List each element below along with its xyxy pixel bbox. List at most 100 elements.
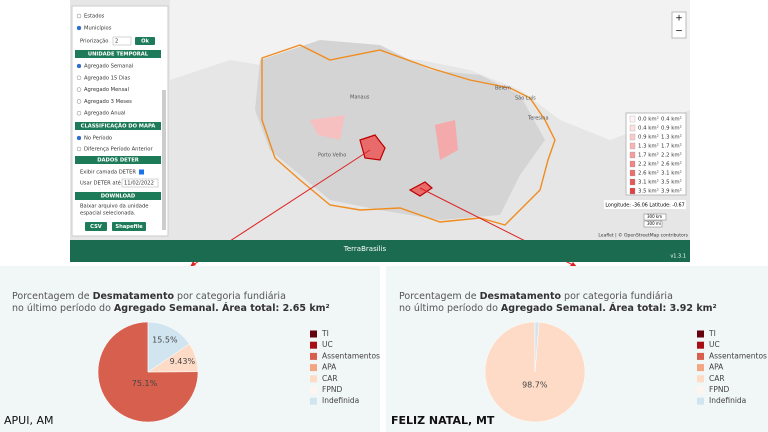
legend-label: 1.7 km²	[638, 152, 659, 159]
legend-label: 0.4 km²	[661, 116, 682, 123]
legend-swatch	[629, 133, 636, 141]
label: Priorização	[80, 39, 108, 45]
legend-swatch	[310, 352, 317, 360]
map-legend	[625, 112, 687, 196]
arrow-head	[570, 262, 577, 267]
legend-swatch	[629, 187, 636, 195]
place-label: APUI, AM	[4, 414, 53, 427]
legend-label: APA	[322, 363, 337, 372]
radio[interactable]	[76, 25, 82, 31]
selected-municipality[interactable]	[359, 134, 386, 161]
radio-label: Agregado 15 Dias	[84, 75, 131, 81]
map: Manaus Belém São Luís Teresina Porto Vel…	[70, 0, 690, 268]
legend-label: TI	[321, 329, 329, 338]
button[interactable]	[112, 222, 146, 231]
scale-bar	[643, 213, 667, 221]
legend-swatch	[310, 386, 317, 394]
legend-swatch	[697, 341, 704, 349]
city-label: Teresina	[527, 116, 549, 122]
legend-label: 0.4 km²	[638, 125, 659, 132]
section-header	[75, 122, 161, 130]
label: Usar DETER até	[80, 180, 121, 187]
zoom-control	[671, 11, 687, 39]
zoom-out[interactable]: −	[675, 27, 683, 37]
version: v1.3.1	[670, 254, 686, 260]
legend-swatch	[310, 330, 317, 338]
legend-swatch	[310, 375, 317, 383]
input[interactable]	[112, 36, 132, 46]
title-part: Agregado Semanal. Área total: 2.65 km²	[114, 302, 330, 314]
legend-swatch	[629, 178, 636, 186]
coords-box	[604, 200, 686, 209]
sidebar: Estados Municípios Priorização 2 Ok UNIDADE T…	[71, 5, 169, 237]
radio-label: Municípios	[84, 25, 112, 32]
chart-title: no último período do Agregado Semanal. Á…	[12, 302, 330, 314]
title-part: no último período do	[12, 303, 114, 314]
city-label: Porto Velho	[318, 153, 346, 159]
radio[interactable]	[76, 99, 82, 104]
button[interactable]	[135, 37, 155, 45]
legend-label: 2.2 km²	[638, 161, 659, 168]
radio[interactable]	[76, 135, 82, 141]
title-part: no último período do	[399, 303, 501, 314]
legend-swatch	[697, 375, 704, 383]
pie-slice	[147, 321, 190, 373]
legend-swatch	[697, 330, 704, 338]
button-label: CSV	[90, 224, 102, 230]
legend-label: 2.2 km²	[661, 152, 682, 159]
city-label: Belém	[495, 85, 511, 92]
legend-label: 3.1 km²	[638, 179, 659, 186]
arrow-head	[190, 261, 196, 267]
place-label: FELIZ NATAL, MT	[391, 414, 495, 427]
footer-title: TerraBrasilis	[343, 245, 387, 253]
city-label: Manaus	[350, 95, 370, 101]
legend-swatch	[629, 124, 636, 132]
legend-label: 1.3 km²	[661, 134, 682, 141]
chart-title: no último período do Agregado Semanal. Á…	[399, 302, 717, 314]
legend-label: APA	[709, 363, 724, 372]
radio[interactable]	[76, 75, 82, 81]
data-label: 15.5%	[152, 336, 178, 345]
title-part: por categoria fundiária	[561, 291, 673, 302]
legend-swatch	[629, 169, 636, 177]
legend-label: 3.5 km²	[638, 188, 659, 195]
map-region	[435, 120, 458, 160]
legend-label: Indefinida	[709, 396, 746, 405]
scale-bar	[643, 220, 663, 228]
legend-label: 3.5 km²	[661, 179, 682, 186]
city-label: São Luís	[515, 95, 536, 102]
radio[interactable]	[76, 110, 82, 116]
legend-label: 0.9 km²	[661, 125, 682, 132]
zoom-in[interactable]: +	[675, 14, 683, 24]
chart-title: Porcentagem de Desmatamento por categori…	[12, 291, 286, 302]
legend-label: UC	[709, 340, 720, 349]
legend-swatch	[629, 160, 636, 168]
data-label: 9.43%	[170, 357, 196, 366]
legend-label: 0.9 km²	[638, 134, 659, 141]
section-title: DOWNLOAD	[101, 194, 136, 200]
label: Exibir camada DETER	[80, 170, 136, 176]
section-header	[75, 192, 161, 200]
description: Baixar arquivo da unidade	[80, 204, 148, 210]
radio-label: Agregado Mensal	[84, 87, 129, 93]
description: espacial selecionada.	[80, 211, 136, 217]
legend-label: CAR	[322, 374, 338, 383]
radio[interactable]	[76, 146, 82, 152]
pie-slice	[534, 321, 540, 373]
button[interactable]	[85, 222, 107, 231]
radio[interactable]	[76, 13, 82, 19]
legend-swatch	[697, 352, 704, 360]
legend-swatch	[697, 364, 704, 372]
checkbox[interactable]	[139, 169, 144, 175]
section-title: DADOS DETER	[97, 158, 139, 164]
radio[interactable]	[76, 63, 82, 69]
legend-swatch	[697, 386, 704, 394]
date-input[interactable]	[121, 178, 159, 188]
radio-label: Agregado Semanal	[84, 64, 133, 70]
radio-label: Agregado 3 Meses	[84, 99, 132, 105]
legend-label: 2.6 km²	[661, 161, 682, 168]
radio[interactable]	[76, 87, 82, 92]
legend-label: 0.0 km²	[638, 116, 659, 123]
map-region	[310, 115, 345, 140]
legend-swatch	[310, 397, 317, 405]
